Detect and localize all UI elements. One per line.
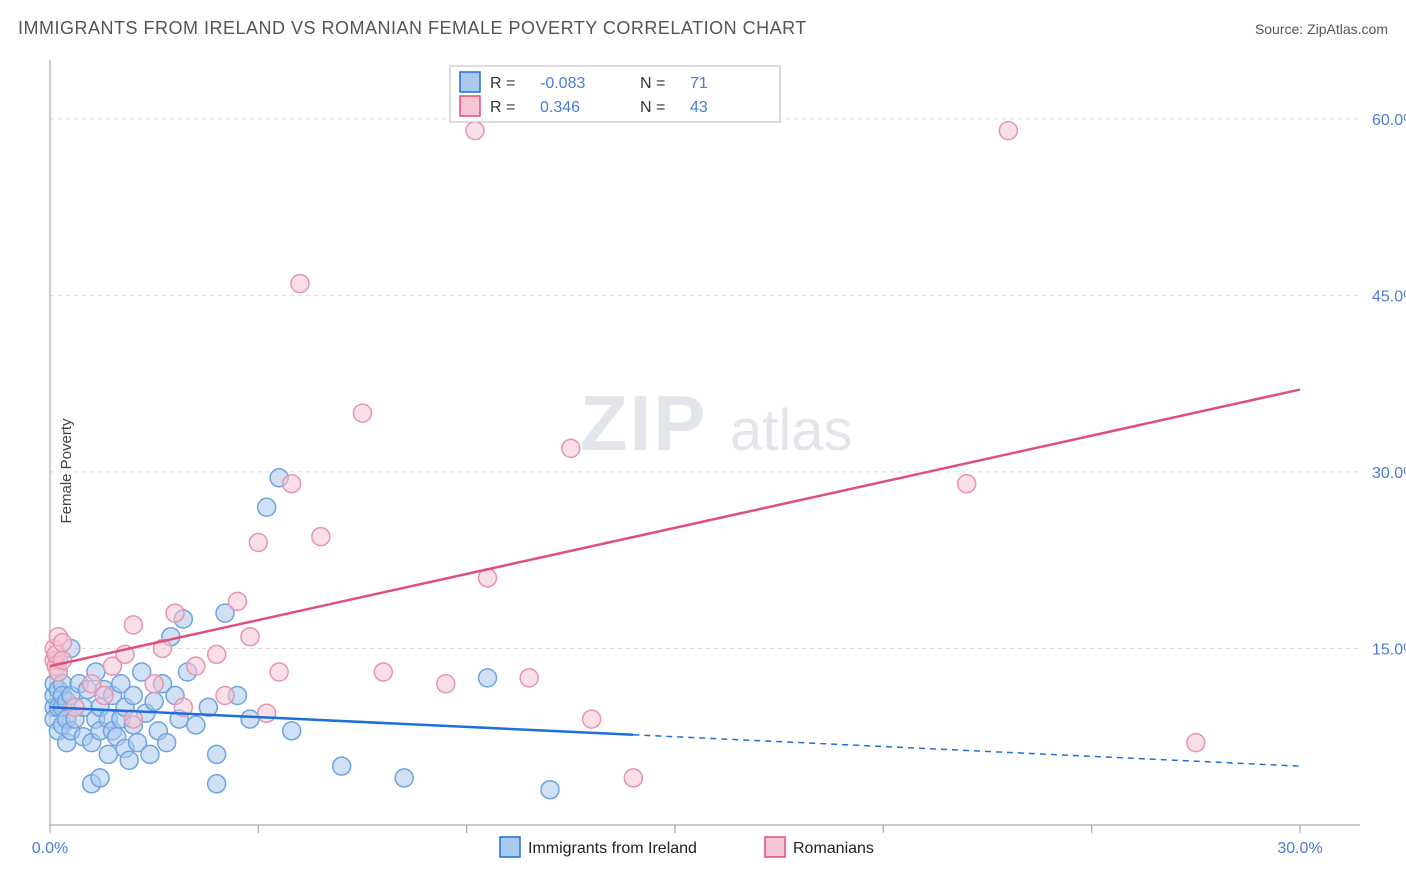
scatter-point bbox=[141, 745, 159, 763]
scatter-point bbox=[583, 710, 601, 728]
scatter-point bbox=[124, 616, 142, 634]
scatter-point bbox=[624, 769, 642, 787]
scatter-point bbox=[291, 275, 309, 293]
y-tick-label: 30.0% bbox=[1372, 465, 1406, 482]
scatter-point bbox=[208, 645, 226, 663]
scatter-point bbox=[208, 745, 226, 763]
legend-r-label: R = bbox=[490, 75, 515, 92]
y-tick-label: 60.0% bbox=[1372, 112, 1406, 129]
bottom-legend-label: Immigrants from Ireland bbox=[528, 840, 697, 857]
correlation-scatter-chart: ZIP atlas 15.0% 30.0% 45.0% 60.0% 0.0% 30.0% R =… bbox=[0, 50, 1406, 892]
scatter-point bbox=[241, 628, 259, 646]
scatter-point bbox=[283, 722, 301, 740]
scatter-point bbox=[229, 592, 247, 610]
source-label: Source: ZipAtlas.com bbox=[1255, 21, 1388, 37]
scatter-point bbox=[520, 669, 538, 687]
chart-container: Female Poverty ZIP atlas 15.0% 30.0% 45.0% 60… bbox=[0, 50, 1406, 892]
scatter-point bbox=[216, 687, 234, 705]
scatter-point bbox=[354, 404, 372, 422]
scatter-point bbox=[395, 769, 413, 787]
scatter-point bbox=[258, 704, 276, 722]
scatter-point bbox=[258, 498, 276, 516]
watermark-zip: ZIP bbox=[580, 379, 707, 467]
legend-r-ireland: -0.083 bbox=[540, 75, 585, 92]
legend-n-label: N = bbox=[640, 75, 665, 92]
bottom-legend-swatch bbox=[500, 837, 520, 857]
legend-r-romanians: 0.346 bbox=[540, 99, 580, 116]
scatter-point bbox=[999, 122, 1017, 140]
legend-n-ireland: 71 bbox=[690, 75, 708, 92]
scatter-point bbox=[312, 528, 330, 546]
scatter-point bbox=[120, 751, 138, 769]
scatter-point bbox=[187, 716, 205, 734]
scatter-point bbox=[187, 657, 205, 675]
legend-swatch-romanians bbox=[460, 96, 480, 116]
scatter-point bbox=[283, 475, 301, 493]
scatter-point bbox=[437, 675, 455, 693]
y-tick-label: 15.0% bbox=[1372, 641, 1406, 658]
scatter-point bbox=[1187, 734, 1205, 752]
scatter-point bbox=[95, 687, 113, 705]
scatter-point bbox=[958, 475, 976, 493]
legend-r-label: R = bbox=[490, 99, 515, 116]
scatter-point bbox=[270, 663, 288, 681]
scatter-point bbox=[166, 604, 184, 622]
scatter-point bbox=[124, 687, 142, 705]
scatter-point bbox=[99, 745, 117, 763]
scatter-point bbox=[158, 734, 176, 752]
scatter-point bbox=[374, 663, 392, 681]
scatter-point bbox=[562, 439, 580, 457]
scatter-point bbox=[54, 634, 72, 652]
chart-title: IMMIGRANTS FROM IRELAND VS ROMANIAN FEMA… bbox=[18, 18, 807, 39]
legend-swatch-ireland bbox=[460, 72, 480, 92]
scatter-point bbox=[241, 710, 259, 728]
scatter-point bbox=[541, 781, 559, 799]
bottom-legend-label: Romanians bbox=[793, 840, 874, 857]
bottom-legend-swatch bbox=[765, 837, 785, 857]
scatter-point bbox=[333, 757, 351, 775]
scatter-point bbox=[54, 651, 72, 669]
legend-n-label: N = bbox=[640, 99, 665, 116]
scatter-point bbox=[145, 692, 163, 710]
y-axis-label: Female Poverty bbox=[58, 418, 75, 523]
y-tick-label: 45.0% bbox=[1372, 288, 1406, 305]
scatter-point bbox=[208, 775, 226, 793]
scatter-point bbox=[479, 669, 497, 687]
scatter-point bbox=[466, 122, 484, 140]
scatter-point bbox=[249, 534, 267, 552]
header-bar: IMMIGRANTS FROM IRELAND VS ROMANIAN FEMA… bbox=[18, 18, 1388, 39]
legend-n-romanians: 43 bbox=[690, 99, 708, 116]
watermark-atlas: atlas bbox=[730, 398, 853, 463]
scatter-point bbox=[145, 675, 163, 693]
scatter-point bbox=[91, 769, 109, 787]
x-tick-label: 30.0% bbox=[1277, 840, 1322, 857]
x-tick-label: 0.0% bbox=[32, 840, 68, 857]
